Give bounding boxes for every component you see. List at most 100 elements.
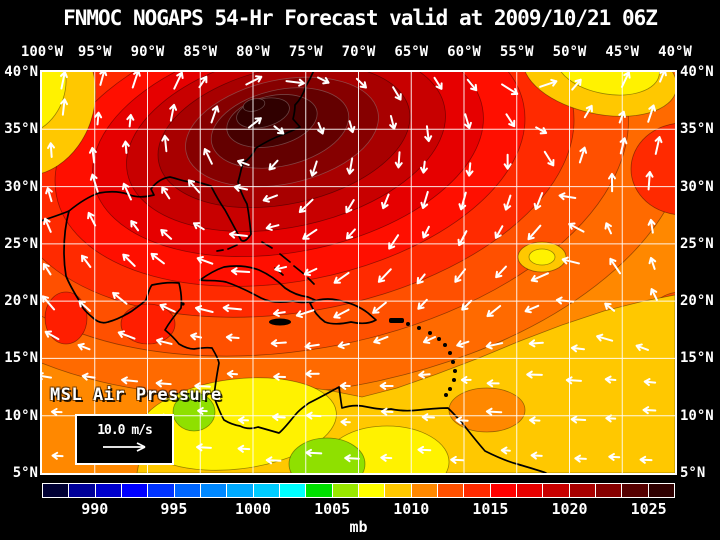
wind-vector-icon bbox=[433, 76, 443, 90]
lat-tick-label: 40°N bbox=[4, 64, 38, 80]
wind-vector-icon bbox=[347, 120, 356, 134]
wind-vector-icon bbox=[620, 72, 631, 88]
wind-vector-icon bbox=[226, 369, 239, 378]
latitude-axis-left: 40°N 35°N 30°N 25°N 20°N 15°N 10°N 5°N bbox=[0, 0, 38, 540]
wind-scale-arrow-icon bbox=[102, 442, 145, 452]
colorbar-tick-label: 1025 bbox=[630, 500, 667, 518]
wind-vector-icon bbox=[418, 370, 431, 379]
lat-tick-label: 20°N bbox=[680, 293, 714, 310]
wind-vector-icon bbox=[80, 254, 92, 268]
wind-vector-icon bbox=[619, 137, 628, 155]
wind-vector-icon bbox=[373, 335, 389, 345]
latitude-axis-right: 40°N 35°N 30°N 25°N 20°N 15°N 10°N 5°N bbox=[680, 0, 720, 540]
wind-vector-icon bbox=[190, 332, 203, 341]
wind-vector-icon bbox=[192, 222, 205, 231]
wind-vector-icon bbox=[485, 407, 503, 416]
wind-vector-icon bbox=[649, 288, 658, 301]
wind-vector-icon bbox=[455, 416, 469, 425]
wind-vector-icon bbox=[526, 370, 543, 379]
lat-tick-label: 25°N bbox=[4, 235, 38, 252]
wind-vector-icon bbox=[89, 173, 99, 193]
wind-vector-icon bbox=[194, 305, 214, 314]
colorbar-tick-labels: 990 995 1000 1005 1010 1015 1020 1025 bbox=[42, 500, 675, 518]
wind-vector-icon bbox=[450, 455, 464, 464]
wind-vector-icon bbox=[196, 256, 214, 265]
wind-vector-icon bbox=[355, 77, 367, 89]
wind-vector-icon bbox=[604, 375, 617, 384]
lon-tick-label: 90°W bbox=[130, 44, 165, 60]
lon-tick-label: 55°W bbox=[499, 44, 534, 60]
wind-vector-icon bbox=[340, 418, 351, 427]
wind-vector-icon bbox=[583, 104, 593, 119]
wind-vector-icon bbox=[50, 407, 63, 416]
longitude-axis: 100°W 95°W 90°W 85°W 80°W 75°W 70°W 65°W 60°W 55°… bbox=[0, 44, 720, 60]
lon-tick-label: 50°W bbox=[552, 44, 587, 60]
colorbar-tick-label: 1005 bbox=[314, 500, 351, 518]
wind-vector-icon bbox=[225, 333, 240, 342]
wind-vector-icon bbox=[306, 411, 322, 420]
colorbar-segment bbox=[69, 484, 95, 497]
wind-vector-icon bbox=[464, 113, 472, 130]
wind-vector-icon bbox=[317, 122, 325, 135]
lat-tick-label: 20°N bbox=[4, 293, 38, 310]
colorbar-tick-label: 1000 bbox=[234, 500, 272, 518]
wind-vector-icon bbox=[565, 376, 582, 385]
wind-vector-icon bbox=[380, 407, 394, 416]
colorbar-segment bbox=[200, 484, 227, 497]
wind-vector-icon bbox=[543, 150, 555, 167]
wind-vector-icon bbox=[555, 296, 575, 305]
wind-vector-icon bbox=[305, 369, 320, 378]
wind-vector-icon bbox=[570, 415, 587, 424]
wind-vector-icon bbox=[466, 78, 478, 92]
wind-vector-icon bbox=[99, 72, 108, 86]
colorbar-tick-label: 1010 bbox=[393, 500, 430, 518]
lon-tick-label: 95°W bbox=[77, 44, 112, 60]
wind-vector-icon bbox=[160, 229, 173, 240]
wind-vector-icon bbox=[458, 191, 467, 211]
wind-vector-icon bbox=[112, 291, 128, 305]
wind-vector-icon bbox=[270, 339, 287, 348]
wind-vector-icon bbox=[161, 134, 170, 153]
wind-vector-icon bbox=[648, 256, 657, 270]
wind-vector-icon bbox=[574, 454, 587, 463]
wind-vector-icon bbox=[265, 456, 282, 465]
wind-vector-icon bbox=[122, 253, 136, 267]
wind-vector-icon bbox=[45, 187, 53, 203]
lat-tick-label: 40°N bbox=[680, 64, 714, 80]
wind-vector-icon bbox=[643, 378, 657, 387]
lon-tick-label: 45°W bbox=[605, 44, 640, 60]
wind-vector-icon bbox=[530, 451, 543, 460]
wind-vector-icon bbox=[60, 72, 68, 90]
wind-vector-icon bbox=[121, 376, 139, 385]
wind-vector-icon bbox=[265, 223, 280, 231]
colorbar-segment bbox=[174, 484, 200, 497]
wind-vector-icon bbox=[333, 271, 350, 284]
colorbar-segment bbox=[411, 484, 437, 497]
lon-tick-label: 75°W bbox=[288, 44, 323, 60]
wind-vector-icon bbox=[233, 183, 249, 192]
wind-vector-icon bbox=[635, 343, 650, 352]
wind-vector-icon bbox=[237, 158, 250, 167]
wind-vector-icon bbox=[503, 153, 512, 170]
wind-scale-label: 10.0 m/s bbox=[97, 423, 153, 438]
wind-vector-icon bbox=[647, 218, 656, 234]
wind-vector-icon bbox=[203, 148, 213, 165]
colorbar-segment bbox=[543, 484, 569, 497]
wind-vector-icon bbox=[230, 267, 251, 276]
wind-vector-icon bbox=[486, 304, 502, 318]
wind-vector-icon bbox=[417, 445, 432, 454]
wind-vector-icon bbox=[126, 113, 135, 128]
wind-vector-icon bbox=[654, 136, 663, 155]
wind-vector-icon bbox=[639, 455, 653, 464]
wind-vector-icon bbox=[527, 224, 542, 241]
wind-vector-icon bbox=[187, 179, 201, 194]
wind-vector-icon bbox=[237, 444, 251, 453]
forecast-map bbox=[42, 72, 675, 473]
wind-vector-icon bbox=[298, 198, 314, 214]
wind-vector-icon bbox=[196, 443, 212, 452]
lat-tick-label: 30°N bbox=[4, 178, 38, 195]
wind-vector-icon bbox=[77, 342, 91, 351]
wind-vector-icon bbox=[645, 171, 654, 191]
wind-vector-icon bbox=[454, 268, 467, 283]
wind-vector-icon bbox=[528, 339, 544, 348]
